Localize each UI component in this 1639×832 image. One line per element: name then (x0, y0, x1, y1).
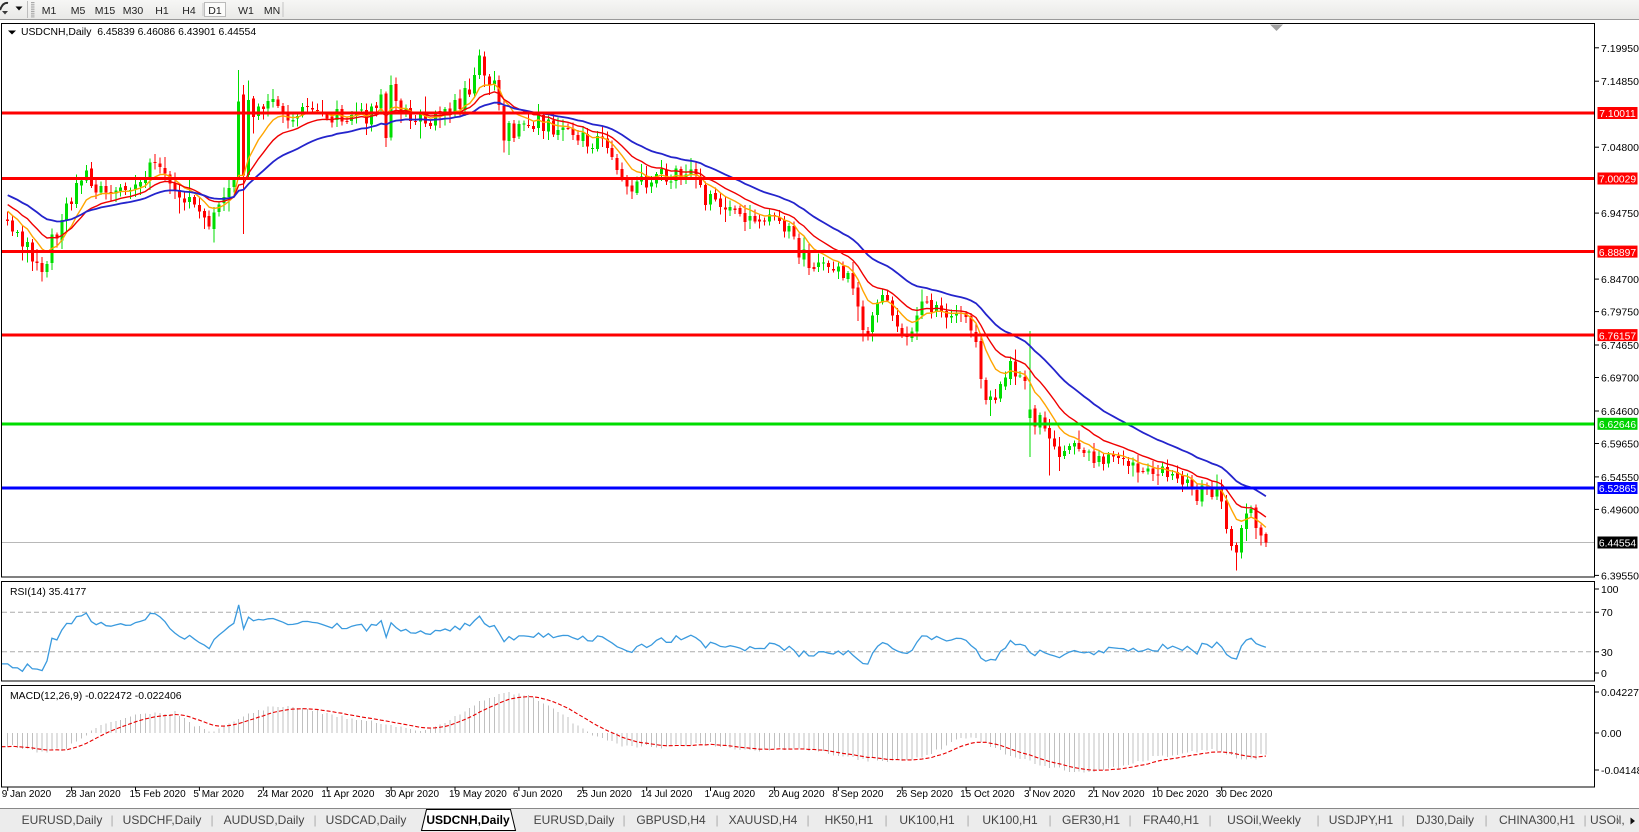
svg-text:|: | (715, 813, 718, 827)
svg-text:H1: H1 (155, 5, 169, 17)
svg-text:5 Mar 2020: 5 Mar 2020 (193, 789, 244, 800)
svg-text:CHINA300,H1: CHINA300,H1 (1499, 813, 1575, 827)
svg-text:7.04800: 7.04800 (1601, 142, 1639, 154)
svg-text:|: | (622, 813, 625, 827)
svg-text:|: | (966, 813, 969, 827)
svg-text:MN: MN (264, 5, 280, 17)
svg-text:H4: H4 (182, 5, 196, 17)
svg-text:|: | (210, 813, 213, 827)
svg-text:USDCNH,Daily 6.45839 6.46086: USDCNH,Daily 6.45839 6.46086 6.43901 6.4… (21, 27, 256, 38)
svg-text:3 Nov 2020: 3 Nov 2020 (1024, 789, 1076, 800)
svg-text:USDJPY,H1: USDJPY,H1 (1329, 813, 1394, 827)
svg-text:19 May 2020: 19 May 2020 (449, 789, 507, 800)
svg-text:20 Aug 2020: 20 Aug 2020 (768, 789, 825, 800)
svg-text:|: | (1583, 813, 1586, 827)
svg-text:-0.04148: -0.04148 (1601, 765, 1639, 777)
svg-text:7.14850: 7.14850 (1601, 76, 1639, 88)
svg-text:6.62646: 6.62646 (1599, 420, 1636, 431)
svg-text:UK100,H1: UK100,H1 (982, 813, 1038, 827)
svg-text:30 Apr 2020: 30 Apr 2020 (385, 789, 439, 800)
svg-text:24 Mar 2020: 24 Mar 2020 (257, 789, 314, 800)
svg-text:|: | (1048, 813, 1051, 827)
svg-text:0.042275: 0.042275 (1601, 687, 1639, 699)
svg-text:|: | (884, 813, 887, 827)
svg-text:USDCAD,Daily: USDCAD,Daily (326, 813, 407, 827)
svg-text:6.74650: 6.74650 (1601, 340, 1639, 352)
svg-text:9 Jan 2020: 9 Jan 2020 (2, 789, 52, 800)
svg-text:|: | (1484, 813, 1487, 827)
svg-text:10 Dec 2020: 10 Dec 2020 (1152, 789, 1209, 800)
svg-text:|: | (1401, 813, 1404, 827)
svg-text:1 Aug 2020: 1 Aug 2020 (705, 789, 756, 800)
svg-text:30 Dec 2020: 30 Dec 2020 (1216, 789, 1273, 800)
svg-text:6 Jun 2020: 6 Jun 2020 (513, 789, 563, 800)
svg-text:GBPUSD,H4: GBPUSD,H4 (636, 813, 706, 827)
svg-text:|: | (110, 813, 113, 827)
svg-text:|: | (1316, 813, 1319, 827)
svg-text:6.79750: 6.79750 (1601, 307, 1639, 319)
svg-text:W1: W1 (238, 5, 254, 17)
svg-text:15 Feb 2020: 15 Feb 2020 (130, 789, 187, 800)
svg-text:|: | (313, 813, 316, 827)
svg-text:8 Sep 2020: 8 Sep 2020 (832, 789, 884, 800)
svg-text:6.76157: 6.76157 (1599, 331, 1636, 342)
svg-text:6.64600: 6.64600 (1601, 406, 1639, 418)
svg-text:RSI(14) 35.4177: RSI(14) 35.4177 (10, 587, 86, 598)
svg-text:FRA40,H1: FRA40,H1 (1143, 813, 1199, 827)
svg-text:UK100,H1: UK100,H1 (899, 813, 955, 827)
svg-text:MACD(12,26,9) -0.022472 -0.022: MACD(12,26,9) -0.022472 -0.022406 (10, 691, 182, 702)
svg-text:11 Apr 2020: 11 Apr 2020 (321, 789, 375, 800)
svg-text:D1: D1 (208, 5, 222, 17)
svg-text:6.88897: 6.88897 (1599, 248, 1636, 259)
svg-text:30: 30 (1601, 647, 1613, 659)
svg-text:|: | (1208, 813, 1211, 827)
svg-text:USOil,: USOil, (1590, 813, 1625, 827)
svg-text:0: 0 (1601, 668, 1607, 680)
svg-text:26 Sep 2020: 26 Sep 2020 (896, 789, 953, 800)
svg-text:25 Jun 2020: 25 Jun 2020 (577, 789, 632, 800)
svg-text:7.10011: 7.10011 (1599, 109, 1636, 120)
svg-text:6.49600: 6.49600 (1601, 504, 1639, 516)
svg-text:M30: M30 (123, 5, 144, 17)
svg-text:M15: M15 (95, 5, 116, 17)
svg-text:6.59650: 6.59650 (1601, 439, 1639, 451)
svg-text:|: | (1128, 813, 1131, 827)
svg-text:6.84700: 6.84700 (1601, 274, 1639, 286)
svg-text:15 Oct 2020: 15 Oct 2020 (960, 789, 1015, 800)
svg-text:USDCNH,Daily: USDCNH,Daily (426, 813, 510, 827)
svg-text:100: 100 (1601, 584, 1619, 596)
svg-text:6.69700: 6.69700 (1601, 373, 1639, 385)
svg-text:14 Jul 2020: 14 Jul 2020 (641, 789, 693, 800)
svg-text:6.44554: 6.44554 (1599, 539, 1636, 550)
svg-text:M1: M1 (42, 5, 57, 17)
svg-text:DJ30,Daily: DJ30,Daily (1416, 813, 1474, 827)
svg-text:XAUUSD,H4: XAUUSD,H4 (729, 813, 798, 827)
svg-text:7.19950: 7.19950 (1601, 43, 1639, 55)
svg-text:USDCHF,Daily: USDCHF,Daily (123, 813, 202, 827)
svg-text:GER30,H1: GER30,H1 (1062, 813, 1120, 827)
svg-text:6.39550: 6.39550 (1601, 570, 1639, 582)
svg-text:AUDUSD,Daily: AUDUSD,Daily (224, 813, 305, 827)
svg-text:6.54550: 6.54550 (1601, 472, 1639, 484)
svg-text:6.94750: 6.94750 (1601, 208, 1639, 220)
svg-text:70: 70 (1601, 607, 1613, 619)
svg-text:|: | (806, 813, 809, 827)
svg-text:EURUSD,Daily: EURUSD,Daily (534, 813, 615, 827)
svg-text:HK50,H1: HK50,H1 (825, 813, 874, 827)
svg-text:USOil,Weekly: USOil,Weekly (1227, 813, 1301, 827)
svg-text:0.00: 0.00 (1601, 728, 1622, 740)
svg-text:21 Nov 2020: 21 Nov 2020 (1088, 789, 1145, 800)
svg-text:M5: M5 (71, 5, 86, 17)
svg-text:28 Jan 2020: 28 Jan 2020 (66, 789, 121, 800)
svg-text:EURUSD,Daily: EURUSD,Daily (22, 813, 103, 827)
svg-text:7.00029: 7.00029 (1599, 175, 1636, 186)
svg-text:6.52865: 6.52865 (1599, 484, 1636, 495)
